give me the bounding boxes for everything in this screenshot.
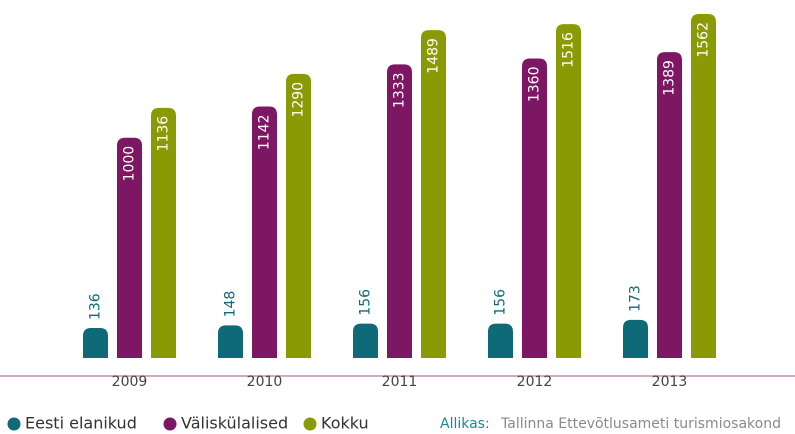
bar — [117, 137, 142, 358]
value-label: 1360 — [527, 66, 543, 102]
bar — [691, 14, 716, 358]
bar — [218, 325, 243, 358]
legend-label: Eesti elanikud — [25, 414, 137, 433]
value-label: 1290 — [291, 82, 307, 118]
value-label: 173 — [628, 285, 644, 312]
bar — [657, 52, 682, 358]
value-label: 148 — [223, 291, 239, 318]
value-label: 1489 — [426, 38, 442, 74]
bar — [522, 58, 547, 358]
bar — [556, 24, 581, 358]
legend-marker — [7, 417, 21, 431]
bar — [421, 30, 446, 359]
value-label: 156 — [358, 289, 374, 316]
source-label: Allikas: — [440, 416, 490, 432]
legend-marker — [303, 417, 317, 431]
bar — [623, 319, 648, 358]
x-tick-label: 2010 — [247, 374, 283, 390]
legend-label: Väliskülalised — [181, 414, 288, 433]
x-tick-label: 2011 — [382, 374, 418, 390]
value-label: 1389 — [662, 60, 678, 96]
x-tick-label: 2012 — [517, 374, 553, 390]
value-label: 1516 — [561, 32, 577, 68]
bar — [353, 323, 378, 358]
value-label: 1562 — [696, 22, 712, 58]
value-label: 1142 — [257, 114, 273, 150]
value-label: 1000 — [122, 146, 138, 182]
bar — [252, 106, 277, 358]
bar — [488, 323, 513, 358]
x-tick-label: 2013 — [652, 374, 688, 390]
bar — [151, 107, 176, 359]
source: Tallinna Ettevõtlusameti turismiosakond — [500, 416, 781, 432]
bar — [83, 328, 108, 358]
bar — [286, 73, 311, 359]
value-label: 156 — [493, 289, 509, 316]
x-tick-label: 2009 — [112, 374, 148, 390]
legend-label: Kokku — [321, 414, 369, 433]
value-label: 1333 — [392, 72, 408, 108]
value-label: 1136 — [156, 116, 172, 152]
value-label: 136 — [88, 293, 104, 320]
legend-marker — [163, 417, 177, 431]
bar — [387, 64, 412, 359]
